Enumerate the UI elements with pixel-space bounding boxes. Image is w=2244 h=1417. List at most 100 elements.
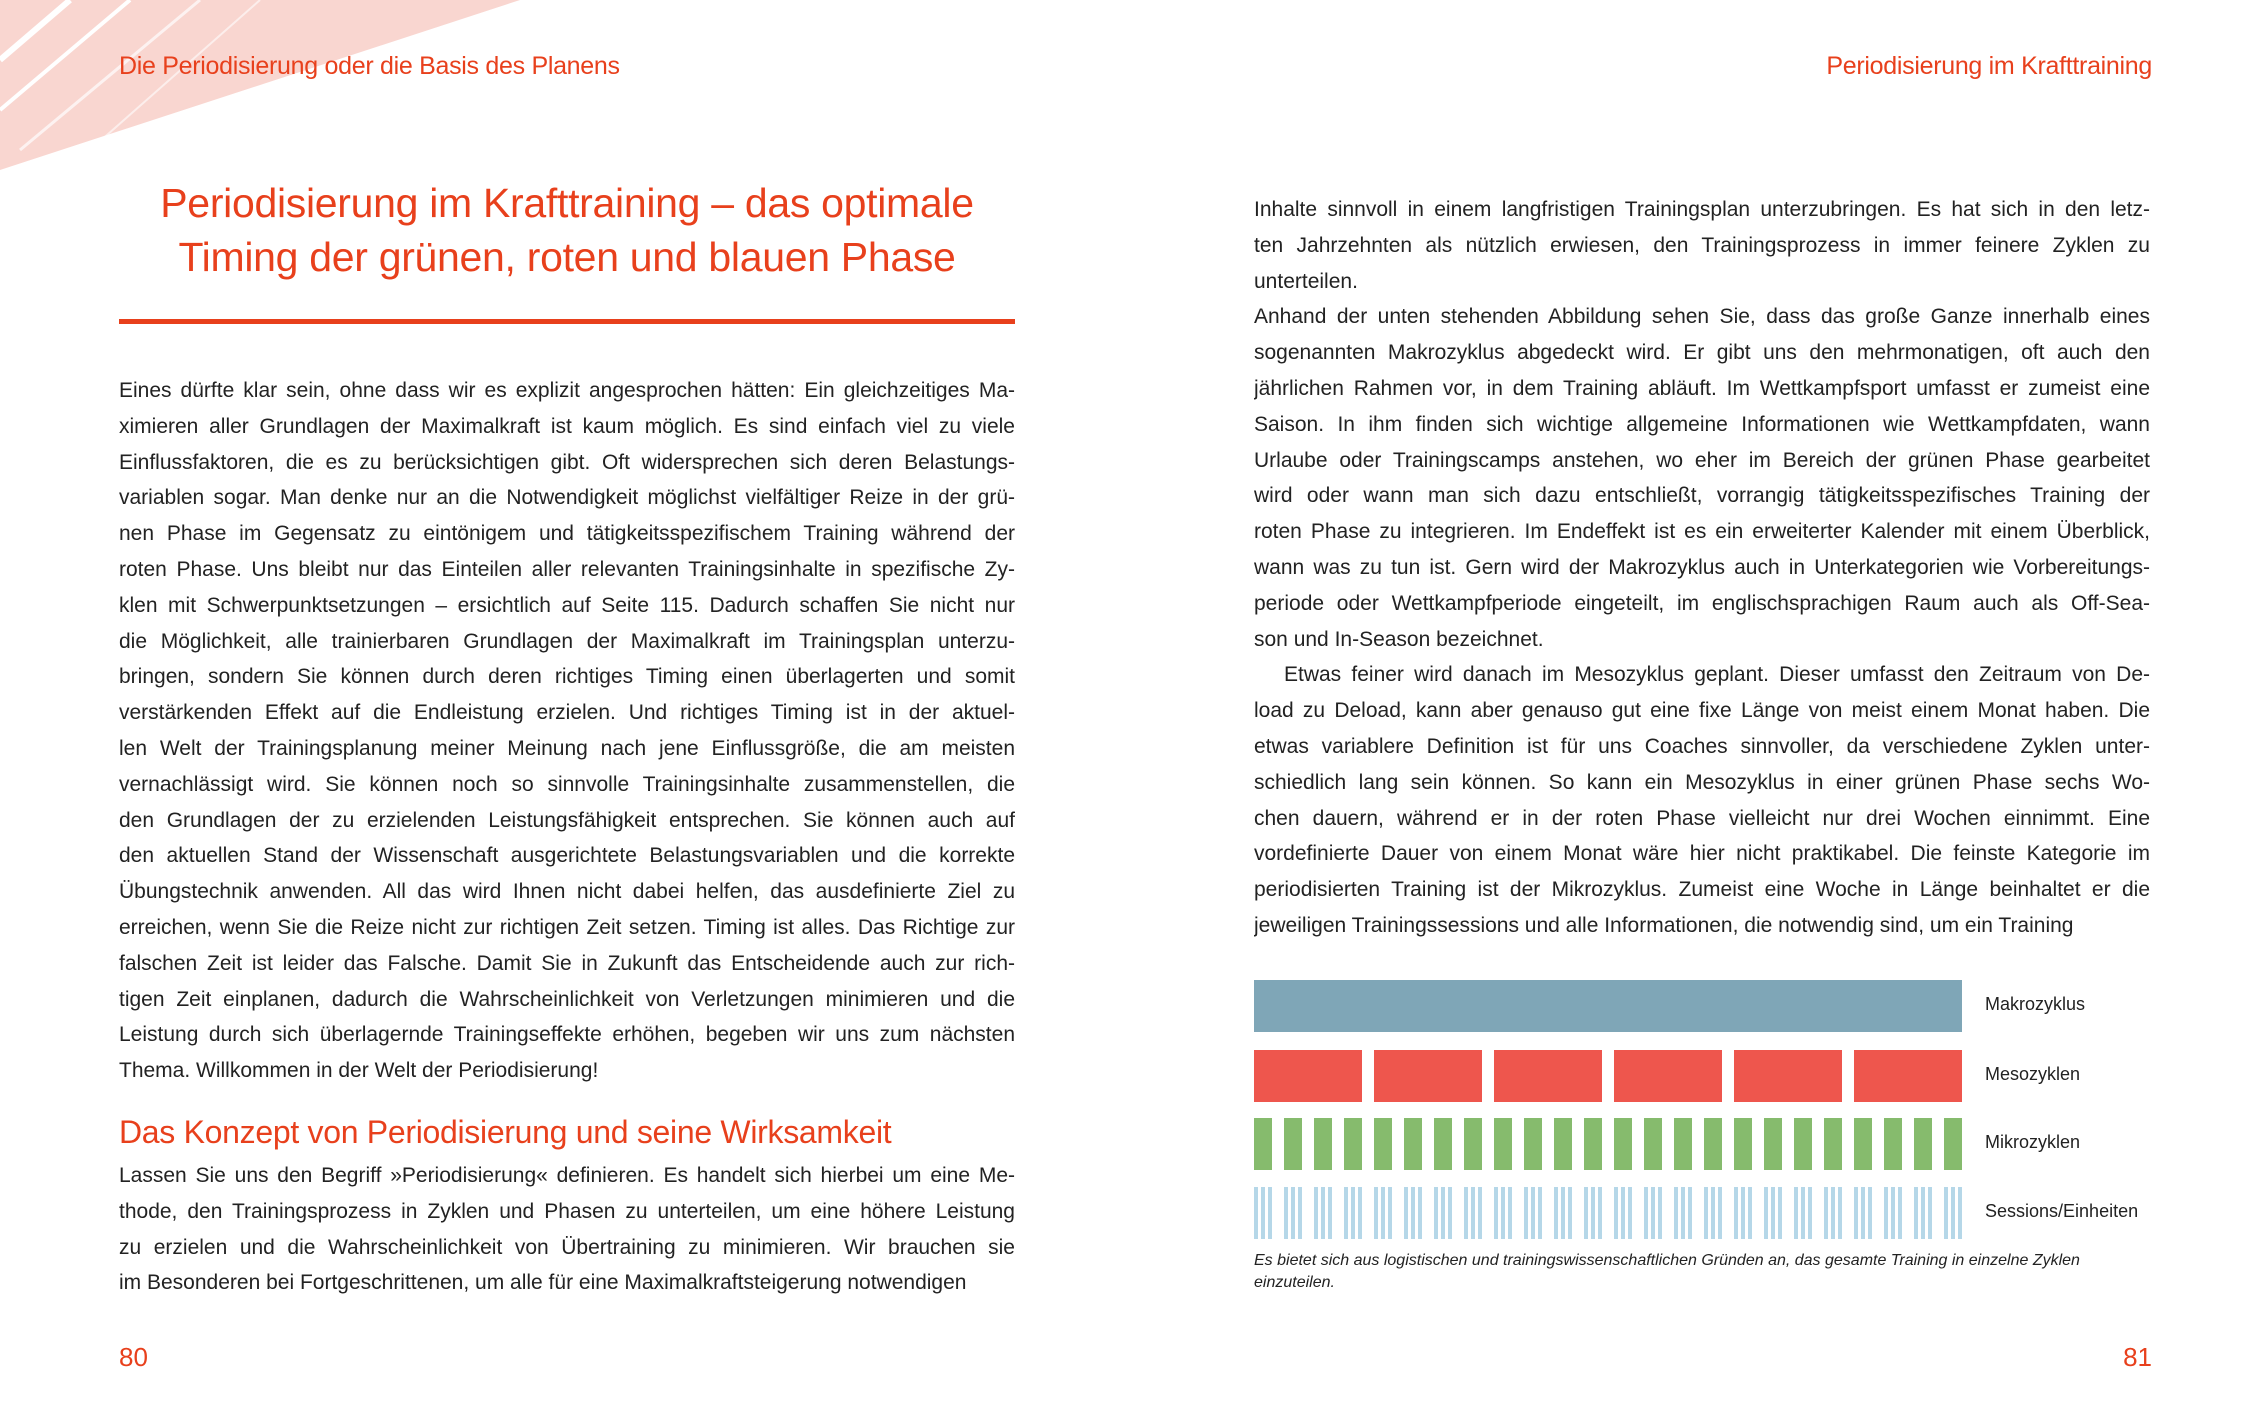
microcycle-bar: [1524, 1118, 1542, 1170]
session-line: [1471, 1187, 1475, 1239]
text-line: den Grundlagen der zu erzielenden Leistu…: [119, 808, 1015, 832]
microcycle-bar: [1344, 1118, 1362, 1170]
right-paragraph-2: Anhand der unten stehenden Abbildung seh…: [1254, 299, 2150, 657]
session-line: [1411, 1187, 1415, 1239]
session-line: [1321, 1187, 1325, 1239]
session-line: [1808, 1187, 1812, 1239]
session-line: [1928, 1187, 1932, 1239]
right-paragraph-3: Etwas feiner wird danach im Mesozyklus g…: [1254, 657, 2150, 943]
session-line: [1538, 1187, 1542, 1239]
text-line: thode, den Trainingsprozess in Zyklen un…: [119, 1199, 1015, 1223]
session-line: [1381, 1187, 1385, 1239]
microcycle-bar: [1854, 1118, 1872, 1170]
microcycle-bar: [1254, 1118, 1272, 1170]
session-line: [1441, 1187, 1445, 1239]
session-line: [1418, 1187, 1422, 1239]
session-line: [1718, 1187, 1722, 1239]
text-line: Urlaube oder Trainingscamps anstehen, wo…: [1254, 448, 2150, 472]
text-line: chen dauern, während er in der roten Pha…: [1254, 806, 2150, 830]
text-line: periode oder Wettkampfperiode eingeteilt…: [1254, 591, 2150, 615]
session-line: [1651, 1187, 1655, 1239]
session-line: [1291, 1187, 1295, 1239]
session-line: [1388, 1187, 1392, 1239]
session-line: [1561, 1187, 1565, 1239]
running-header-left: Die Periodisierung oder die Basis des Pl…: [119, 52, 620, 80]
session-line: [1831, 1187, 1835, 1239]
session-line: [1298, 1187, 1302, 1239]
session-line: [1434, 1187, 1438, 1239]
session-line: [1524, 1187, 1528, 1239]
mesocycle-block: [1254, 1050, 1362, 1102]
microcycle-bar: [1914, 1118, 1932, 1170]
text-line: Leistung durch sich überlagernde Trainin…: [119, 1023, 1015, 1047]
session-line: [1644, 1187, 1648, 1239]
diagram-row-mikrozyklen: [1254, 1118, 1962, 1170]
text-line: Inhalte sinnvoll in einem langfristigen …: [1254, 198, 2150, 221]
session-line: [1261, 1187, 1265, 1239]
session-line: [1628, 1187, 1632, 1239]
session-line: [1284, 1187, 1288, 1239]
text-line: Lassen Sie uns den Begriff »Periodisieru…: [119, 1164, 1015, 1187]
text-line: nen Phase im Gegensatz zu eintönigem und…: [119, 522, 1015, 546]
session-line: [1681, 1187, 1685, 1239]
session-line: [1944, 1187, 1948, 1239]
text-line: den aktuellen Stand der Wissenschaft aus…: [119, 844, 1015, 868]
diagram-row-mesozyklen: [1254, 1050, 1962, 1102]
text-line: verstärkenden Effekt auf die Endleistung…: [119, 701, 1015, 725]
microcycle-bar: [1284, 1118, 1302, 1170]
session-line: [1314, 1187, 1318, 1239]
chapter-title-line: Timing der grünen, roten und blauen Phas…: [178, 234, 956, 280]
text-line: variablen sogar. Man denke nur an die No…: [119, 486, 1015, 510]
session-line: [1584, 1187, 1588, 1239]
microcycle-bar: [1404, 1118, 1422, 1170]
microcycle-bar: [1704, 1118, 1722, 1170]
session-line: [1734, 1187, 1738, 1239]
session-line: [1508, 1187, 1512, 1239]
text-line: bringen, sondern Sie können durch deren …: [119, 665, 1015, 689]
session-line: [1358, 1187, 1362, 1239]
text-line: unterteilen.: [1254, 269, 1358, 293]
microcycle-bar: [1884, 1118, 1902, 1170]
session-line: [1404, 1187, 1408, 1239]
session-line: [1794, 1187, 1798, 1239]
chapter-title-line: Periodisierung im Krafttraining – das op…: [160, 180, 974, 226]
session-line: [1464, 1187, 1468, 1239]
session-line: [1868, 1187, 1872, 1239]
diagram-row-makrozyklus: [1254, 980, 1962, 1032]
session-line: [1764, 1187, 1768, 1239]
text-line: falschen Zeit ist leider das Falsche. Da…: [119, 951, 1015, 975]
mesocycle-block: [1374, 1050, 1482, 1102]
text-line: ten Jahrzehnten als nützlich erwiesen, d…: [1254, 233, 2150, 257]
microcycle-bar: [1314, 1118, 1332, 1170]
session-line: [1674, 1187, 1678, 1239]
microcycle-bar: [1944, 1118, 1962, 1170]
session-line: [1268, 1187, 1272, 1239]
session-line: [1958, 1187, 1962, 1239]
text-line: etwas variablere Definition ist für uns …: [1254, 734, 2150, 758]
text-line: erreichen, wenn Sie die Reize nicht zur …: [119, 915, 1015, 939]
session-line: [1741, 1187, 1745, 1239]
session-line: [1568, 1187, 1572, 1239]
session-line: [1328, 1187, 1332, 1239]
mesocycle-block: [1494, 1050, 1602, 1102]
session-line: [1824, 1187, 1828, 1239]
session-line: [1891, 1187, 1895, 1239]
microcycle-bar: [1674, 1118, 1692, 1170]
right-paragraph-1: Inhalte sinnvoll in einem langfristigen …: [1254, 192, 2150, 299]
mesocycle-block: [1854, 1050, 1962, 1102]
text-line: load zu Deload, kann aber genauso gut ei…: [1254, 699, 2150, 723]
session-line: [1448, 1187, 1452, 1239]
session-line: [1884, 1187, 1888, 1239]
session-line: [1621, 1187, 1625, 1239]
text-line: Einflussfaktoren, die es zu berücksichti…: [119, 450, 1015, 474]
session-line: [1531, 1187, 1535, 1239]
text-line: zu erzielen und die Wahrscheinlichkeit v…: [119, 1235, 1015, 1259]
microcycle-bar: [1374, 1118, 1392, 1170]
chapter-title: Periodisierung im Krafttraining – das op…: [119, 176, 1015, 284]
left-paragraph-1: Eines dürfte klar sein, ohne dass wir es…: [119, 373, 1015, 1089]
diagram-row-sessions-einheiten: [1254, 1187, 1962, 1239]
text-line: periodisierten Training ist der Mikrozyk…: [1254, 878, 2150, 902]
microcycle-bar: [1464, 1118, 1482, 1170]
microcycle-bar: [1554, 1118, 1572, 1170]
session-line: [1591, 1187, 1595, 1239]
